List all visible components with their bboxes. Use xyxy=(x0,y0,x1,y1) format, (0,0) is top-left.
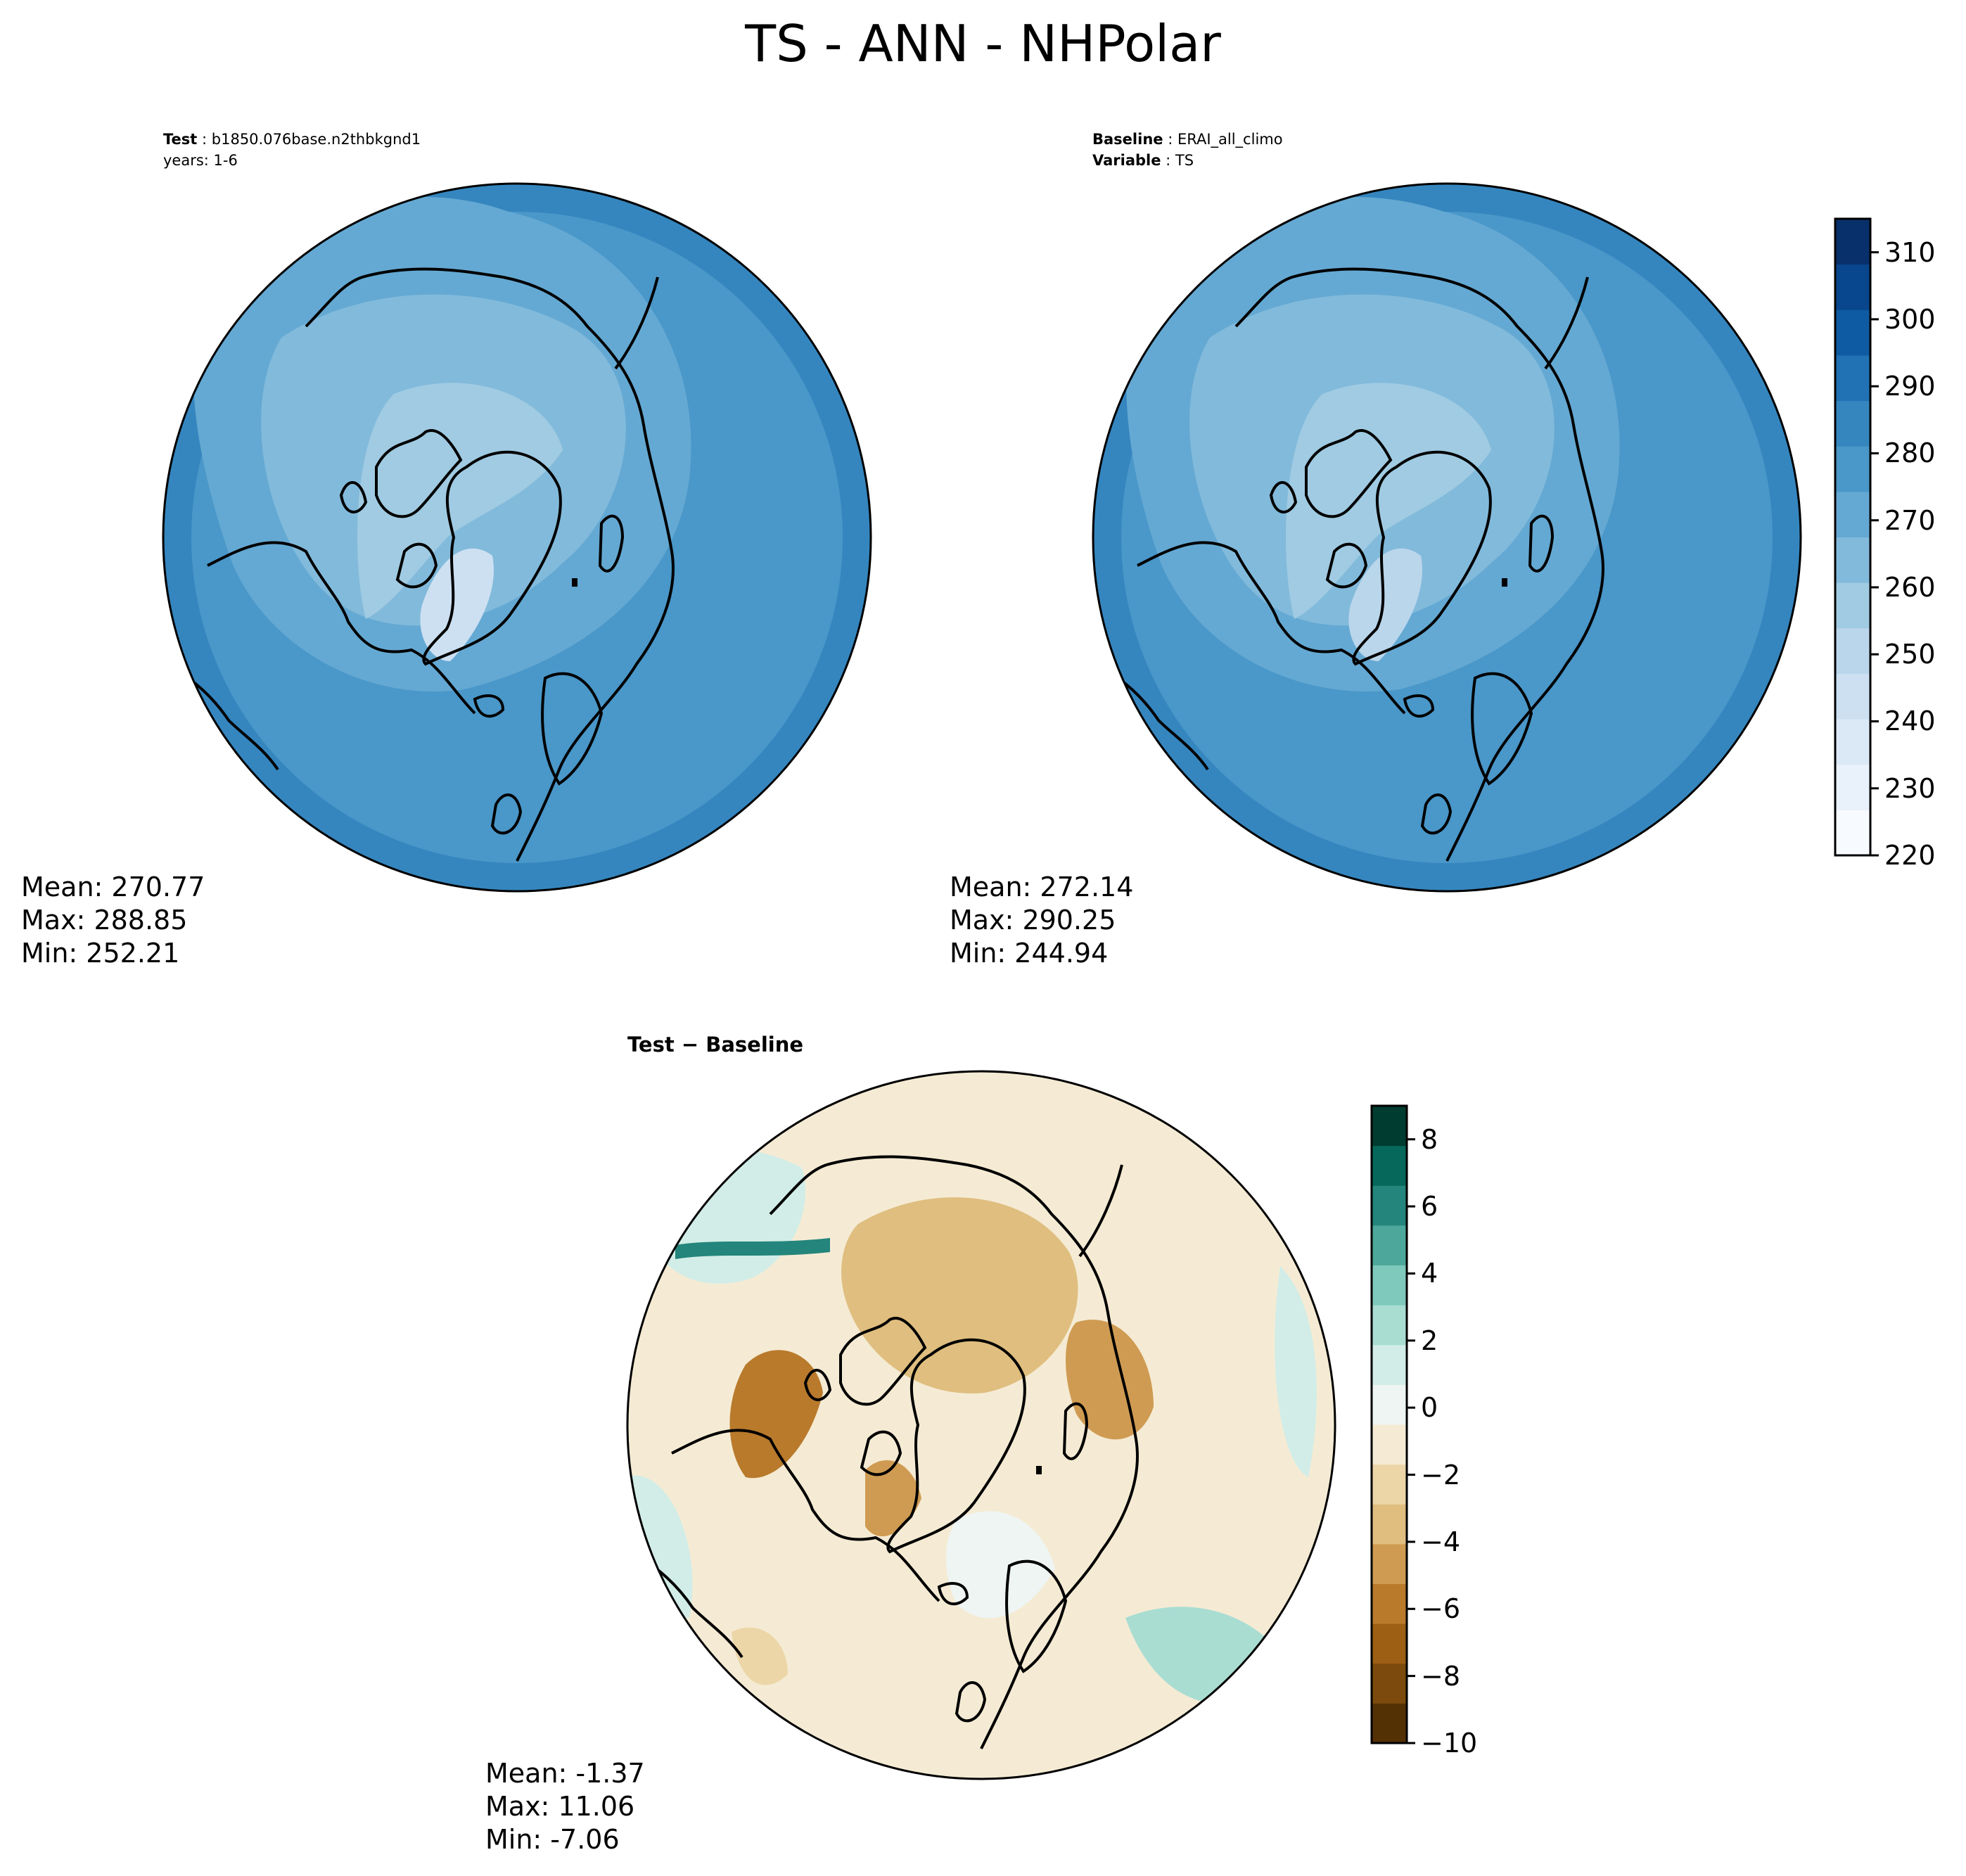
test-years: years: 1-6 xyxy=(163,152,238,169)
absolute-colorbar xyxy=(1834,217,1879,857)
colorbar-segment xyxy=(1835,310,1870,356)
colorbar-border xyxy=(1370,1104,1408,1744)
colorbar-segment xyxy=(1835,491,1870,537)
test-map-border xyxy=(162,182,872,893)
colorbar-segment xyxy=(1372,1583,1407,1624)
colorbar-segment xyxy=(1835,355,1870,402)
colorbar-segment xyxy=(1372,1384,1407,1425)
colorbar-tick-label: −2 xyxy=(1421,1459,1461,1491)
colorbar-tick-label: 270 xyxy=(1884,504,1936,536)
colorbar-segment xyxy=(1372,1145,1407,1186)
colorbar-segment xyxy=(1372,1185,1407,1226)
test-panel-header: Test : b1850.076base.n2thbkgnd1 years: 1… xyxy=(163,129,421,171)
colorbar-segment xyxy=(1372,1305,1407,1346)
colorbar-tick-label: 250 xyxy=(1884,639,1936,670)
colorbar-segment xyxy=(1372,1424,1407,1465)
baseline-map xyxy=(1093,184,1801,891)
colorbar-border xyxy=(1834,217,1872,857)
colorbar-segment xyxy=(1372,1504,1407,1545)
colorbar-tick-label: 290 xyxy=(1884,371,1936,402)
test-mean: Mean: 270.77 xyxy=(21,872,205,902)
difference-max: Max: 11.06 xyxy=(485,1791,635,1822)
colorbar-segment xyxy=(1835,582,1870,629)
colorbar-segment xyxy=(1835,400,1870,447)
difference-map-border xyxy=(626,1070,1336,1780)
baseline-mean: Mean: 272.14 xyxy=(950,872,1134,902)
test-min: Min: 252.21 xyxy=(21,938,180,969)
colorbar-segment xyxy=(1372,1344,1407,1385)
test-stats: Mean: 270.77 Max: 288.85 Min: 252.21 xyxy=(21,871,205,970)
baseline-map-border xyxy=(1092,182,1802,893)
colorbar-tick-label: 0 xyxy=(1421,1392,1438,1424)
baseline-case-name: ERAI_all_climo xyxy=(1177,131,1283,148)
colorbar-segment xyxy=(1835,719,1870,765)
test-label: Test xyxy=(163,131,198,148)
test-map xyxy=(163,184,871,891)
test-max: Max: 288.85 xyxy=(21,905,188,936)
colorbar-segment xyxy=(1372,1225,1407,1265)
colorbar-segment xyxy=(1372,1623,1407,1664)
colorbar-tick-label: −8 xyxy=(1421,1660,1461,1692)
colorbar-segment xyxy=(1835,537,1870,583)
colorbar-tick-label: 220 xyxy=(1884,840,1936,871)
difference-min: Min: -7.06 xyxy=(485,1824,620,1855)
difference-stats: Mean: -1.37 Max: 11.06 Min: -7.06 xyxy=(485,1757,645,1856)
colorbar-tick-label: −4 xyxy=(1421,1526,1461,1557)
colorbar-segment xyxy=(1835,810,1870,856)
colorbar-tick-label: −10 xyxy=(1421,1728,1478,1759)
colorbar-tick-label: 240 xyxy=(1884,706,1936,737)
variable-name: TS xyxy=(1175,152,1194,169)
difference-mean: Mean: -1.37 xyxy=(485,1758,645,1789)
difference-colorbar xyxy=(1370,1104,1415,1744)
colorbar-segment xyxy=(1372,1106,1407,1147)
difference-panel-title: Test − Baseline xyxy=(627,1033,804,1057)
colorbar-tick-label: 280 xyxy=(1884,438,1936,469)
colorbar-segment xyxy=(1835,627,1870,674)
colorbar-tick-label: −6 xyxy=(1421,1593,1461,1625)
colorbar-tick-label: 260 xyxy=(1884,571,1936,603)
colorbar-tick-label: 2 xyxy=(1421,1325,1438,1356)
baseline-panel-header: Baseline : ERAI_all_climo Variable : TS xyxy=(1092,131,1283,169)
colorbar-segment xyxy=(1372,1543,1407,1584)
variable-label: Variable xyxy=(1092,152,1161,169)
colorbar-segment xyxy=(1372,1265,1407,1306)
colorbar-segment xyxy=(1835,446,1870,492)
baseline-max: Max: 290.25 xyxy=(950,905,1116,936)
colorbar-segment xyxy=(1835,764,1870,810)
colorbar-tick-label: 310 xyxy=(1884,236,1936,268)
baseline-min: Min: 244.94 xyxy=(950,938,1109,969)
figure-title: TS - ANN - NHPolar xyxy=(745,14,1221,73)
colorbar-tick-label: 8 xyxy=(1421,1123,1438,1155)
colorbar-tick-label: 4 xyxy=(1421,1258,1438,1289)
colorbar-segment xyxy=(1372,1464,1407,1505)
colorbar-segment xyxy=(1835,219,1870,265)
colorbar-segment xyxy=(1372,1663,1407,1704)
test-case-name: b1850.076base.n2thbkgnd1 xyxy=(211,131,421,148)
colorbar-segment xyxy=(1835,264,1870,310)
colorbar-segment xyxy=(1372,1703,1407,1744)
baseline-stats: Mean: 272.14 Max: 290.25 Min: 244.94 xyxy=(950,871,1133,970)
difference-map xyxy=(627,1071,1335,1779)
colorbar-tick-label: 300 xyxy=(1884,303,1936,335)
baseline-label: Baseline xyxy=(1092,131,1163,148)
colorbar-segment xyxy=(1835,673,1870,720)
colorbar-tick-label: 230 xyxy=(1884,772,1936,804)
colorbar-tick-label: 6 xyxy=(1421,1191,1438,1223)
